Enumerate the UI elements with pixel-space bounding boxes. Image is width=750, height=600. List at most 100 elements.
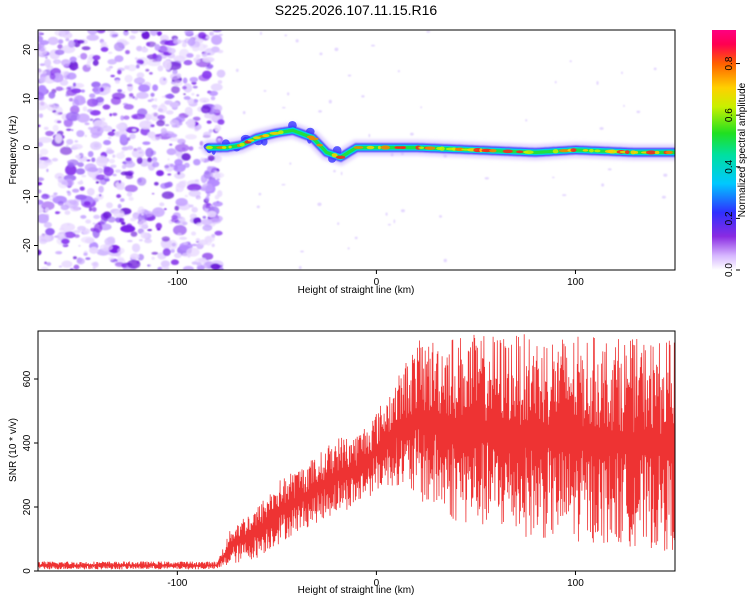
noise-speckle [130, 217, 136, 222]
signal-peak [253, 136, 261, 140]
noise-speckle [65, 164, 77, 176]
noise-speckle [551, 176, 555, 179]
snr-y-tick-label: 600 [22, 370, 33, 387]
noise-speckle [161, 40, 165, 43]
noise-speckle [38, 101, 48, 111]
signal-peak [418, 146, 425, 149]
noise-speckle [188, 146, 194, 151]
colorbar: 0.0 0.2 0.4 0.6 0.8 Normalized spectral ampl… [712, 30, 748, 277]
noise-speckle [663, 173, 668, 177]
noise-speckle [77, 162, 84, 168]
noise-speckle [61, 59, 71, 67]
noise-speckle [123, 115, 130, 120]
noise-speckle [152, 207, 165, 218]
noise-speckle [145, 113, 152, 121]
noise-speckle [72, 256, 77, 260]
noise-speckle [121, 146, 129, 151]
noise-speckle [152, 84, 159, 92]
signal-peak [630, 150, 636, 155]
noise-speckle [159, 76, 168, 86]
noise-speckle [347, 247, 350, 250]
noise-speckle [119, 217, 125, 223]
noise-speckle [92, 222, 96, 225]
signal-peak [570, 148, 577, 153]
noise-speckle [38, 91, 45, 101]
noise-speckle [131, 243, 141, 253]
noise-speckle [174, 205, 180, 211]
noise-speckle [106, 147, 112, 150]
spectrogram-x-label: Height of straight line (km) [298, 285, 415, 296]
noise-speckle [86, 159, 91, 162]
colorbar-label: Normalized spectral amplitude [737, 82, 748, 217]
noise-speckle [64, 231, 76, 239]
noise-speckle [164, 164, 170, 169]
noise-speckle [121, 91, 126, 94]
noise-speckle [205, 35, 211, 39]
noise-speckle [81, 174, 87, 178]
noise-speckle [525, 119, 528, 122]
noise-speckle [89, 246, 99, 254]
noise-speckle [206, 165, 212, 172]
noise-speckle [203, 44, 208, 49]
noise-speckle [192, 116, 201, 121]
noise-speckle [191, 92, 195, 96]
noise-speckle [87, 108, 93, 113]
signal-peak [308, 137, 319, 141]
noise-speckle [174, 123, 181, 128]
noise-speckle [127, 136, 131, 141]
noise-speckle [44, 213, 50, 219]
noise-speckle [56, 120, 62, 124]
noise-speckle [135, 64, 140, 69]
noise-speckle [38, 31, 43, 37]
colorbar-tick-label: 0.0 [724, 263, 735, 277]
noise-speckle [108, 51, 113, 55]
noise-speckle [113, 42, 125, 52]
noise-speckle [114, 55, 124, 63]
noise-speckle [127, 239, 133, 243]
noise-speckle [175, 197, 188, 207]
noise-speckle [393, 219, 396, 224]
noise-speckle [121, 164, 127, 170]
noise-speckle [38, 177, 45, 182]
noise-speckle [87, 30, 99, 35]
noise-speckle [157, 114, 166, 120]
signal-peak [247, 139, 255, 142]
noise-speckle [79, 186, 85, 191]
noise-speckle [96, 30, 106, 34]
noise-speckle [136, 156, 143, 165]
noise-speckle [193, 158, 201, 166]
noise-speckle [105, 67, 111, 72]
colorbar-tick-label: 0.6 [724, 108, 735, 122]
noise-speckle [211, 243, 215, 248]
noise-speckle [39, 238, 48, 245]
noise-speckle [173, 163, 186, 173]
noise-speckle [53, 192, 58, 196]
noise-speckle [112, 154, 116, 158]
signal-peak [624, 150, 630, 155]
noise-speckle [88, 207, 93, 212]
noise-speckle [198, 258, 207, 263]
signal-peak [645, 150, 657, 155]
noise-speckle [115, 132, 120, 136]
noise-speckle [165, 110, 174, 115]
noise-speckle [183, 93, 186, 96]
noise-speckle [281, 183, 286, 186]
noise-speckle [128, 93, 134, 97]
noise-speckle [46, 168, 49, 173]
spectrogram-y-tick-label: 0 [22, 144, 33, 150]
noise-speckle [184, 194, 189, 198]
noise-speckle [155, 222, 163, 230]
snr-panel: -100 0 100 0 200 400 600 Height of straight l… [8, 330, 676, 596]
noise-speckle [160, 102, 166, 108]
noise-speckle [44, 261, 47, 265]
noise-speckle [420, 106, 422, 109]
noise-speckle [132, 128, 137, 132]
noise-speckle [39, 63, 45, 66]
noise-speckle [167, 47, 176, 54]
noise-speckle [171, 85, 180, 94]
noise-speckle [46, 65, 54, 70]
noise-speckle [91, 262, 98, 267]
snr-frame [37, 330, 676, 572]
noise-speckle [134, 96, 138, 101]
noise-speckle [217, 80, 223, 84]
